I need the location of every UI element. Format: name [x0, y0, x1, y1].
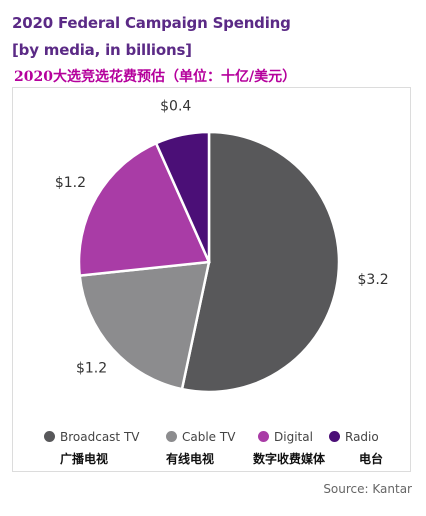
- pie-chart: $3.2 $1.2 $1.2 $0.4: [55, 98, 389, 394]
- legend-label-cable-tv: Cable TV: [182, 430, 236, 444]
- pie-slice-broadcast-tv: [180, 130, 341, 394]
- legend-label-digital: Digital: [274, 430, 313, 444]
- legend-item-broadcast-tv: Broadcast TV: [44, 430, 139, 444]
- legend-swatch-cable-tv: [166, 431, 177, 442]
- chart-subtitle-chinese: 2020大选竞选花费预估（单位：十亿/美元）: [14, 69, 297, 85]
- value-label-digital: $1.2: [55, 175, 86, 191]
- source-note: Source: Kantar: [323, 482, 412, 496]
- legend-swatch-digital: [258, 431, 269, 442]
- legend-label-radio: Radio: [345, 430, 379, 444]
- legend-label-zh-radio: 电台: [359, 452, 384, 466]
- value-label-cable-tv: $1.2: [76, 361, 107, 377]
- legend-swatch-radio: [329, 431, 340, 442]
- legend-item-cable-tv: Cable TV: [166, 430, 235, 444]
- value-label-radio: $0.4: [160, 98, 191, 114]
- pie-slice-radio: [154, 130, 211, 263]
- legend-label-zh-digital: 数字收费媒体: [253, 452, 326, 466]
- legend-label-zh-cable-tv: 有线电视: [166, 452, 215, 466]
- legend-label-broadcast-tv: Broadcast TV: [60, 430, 140, 444]
- chart-title: 2020 Federal Campaign Spending: [12, 14, 291, 32]
- chart-card: $3.2 $1.2 $1.2 $0.4: [12, 87, 411, 472]
- pie-slice-cable-tv: [78, 260, 211, 391]
- legend-item-radio: Radio: [329, 430, 379, 444]
- legend-item-digital: Digital: [258, 430, 313, 444]
- value-label-broadcast-tv: $3.2: [358, 272, 389, 288]
- legend-label-zh-broadcast-tv: 广播电视: [60, 452, 109, 466]
- legend-swatch-broadcast-tv: [44, 431, 55, 442]
- chart-subtitle: [by media, in billions]: [12, 41, 192, 59]
- pie-slice-digital: [77, 141, 211, 277]
